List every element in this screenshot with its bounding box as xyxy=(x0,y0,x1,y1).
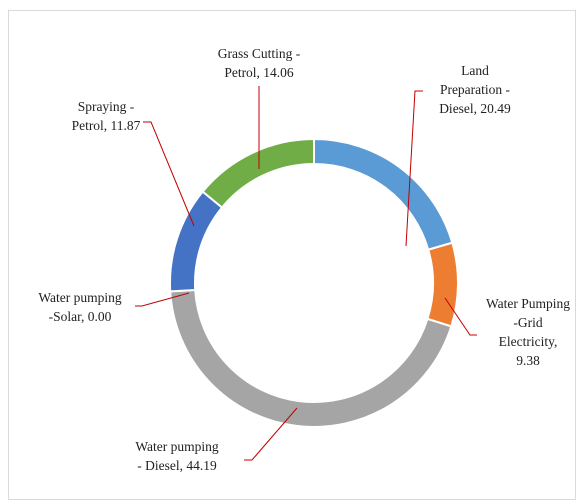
data-label-grass-cutting-petrol: Grass Cutting - Petrol, 14.06 xyxy=(218,46,301,80)
data-label-line: Electricity, xyxy=(499,334,558,349)
data-label-line: Preparation - xyxy=(440,82,511,97)
data-label-line: Water Pumping xyxy=(486,296,570,311)
slice-water-pumping-grid-electricity xyxy=(426,241,459,328)
chart-frame: Land Preparation - Diesel, 20.49 Water Pump… xyxy=(8,10,576,500)
data-label-land-preparation-diesel: Land Preparation - Diesel, 20.49 xyxy=(439,63,511,116)
data-labels: Land Preparation - Diesel, 20.49 Water Pump… xyxy=(38,46,570,473)
data-label-line: Petrol, 11.87 xyxy=(72,118,141,133)
data-label-line: Land xyxy=(461,63,489,78)
leader-lines xyxy=(135,86,477,461)
data-label-line: Spraying - xyxy=(78,99,135,114)
slice-grass-cutting-petrol xyxy=(201,137,315,209)
slice-land-preparation-diesel xyxy=(313,137,454,251)
data-label-line: -Grid xyxy=(513,315,542,330)
data-label-spraying-petrol: Spraying - Petrol, 11.87 xyxy=(72,99,141,133)
leader-line-spraying-petrol xyxy=(143,121,195,227)
slice-water-pumping-diesel xyxy=(169,288,453,428)
data-label-line: 9.38 xyxy=(516,353,540,368)
donut-chart: Land Preparation - Diesel, 20.49 Water Pump… xyxy=(38,46,570,473)
data-label-line: Petrol, 14.06 xyxy=(224,65,294,80)
donut-slices xyxy=(169,137,459,428)
leader-line-water-pumping-solar xyxy=(135,292,190,307)
data-label-water-pumping-solar: Water pumping -Solar, 0.00 xyxy=(38,290,122,324)
data-label-line: Grass Cutting - xyxy=(218,46,301,61)
data-label-line: Water pumping xyxy=(38,290,122,305)
leader-line-land-preparation-diesel xyxy=(405,90,423,247)
data-label-line: Water pumping xyxy=(135,439,219,454)
data-label-line: -Solar, 0.00 xyxy=(49,309,112,324)
data-label-water-pumping-grid-electricity: Water Pumping -Grid Electricity, 9.38 xyxy=(486,296,570,368)
data-label-water-pumping-diesel: Water pumping - Diesel, 44.19 xyxy=(135,439,219,473)
leader-line-water-pumping-diesel xyxy=(244,407,298,461)
data-label-line: - Diesel, 44.19 xyxy=(137,458,217,473)
leader-line-water-pumping-grid-electricity xyxy=(444,297,477,336)
slice-spraying-petrol xyxy=(169,190,224,293)
data-label-line: Diesel, 20.49 xyxy=(439,101,511,116)
